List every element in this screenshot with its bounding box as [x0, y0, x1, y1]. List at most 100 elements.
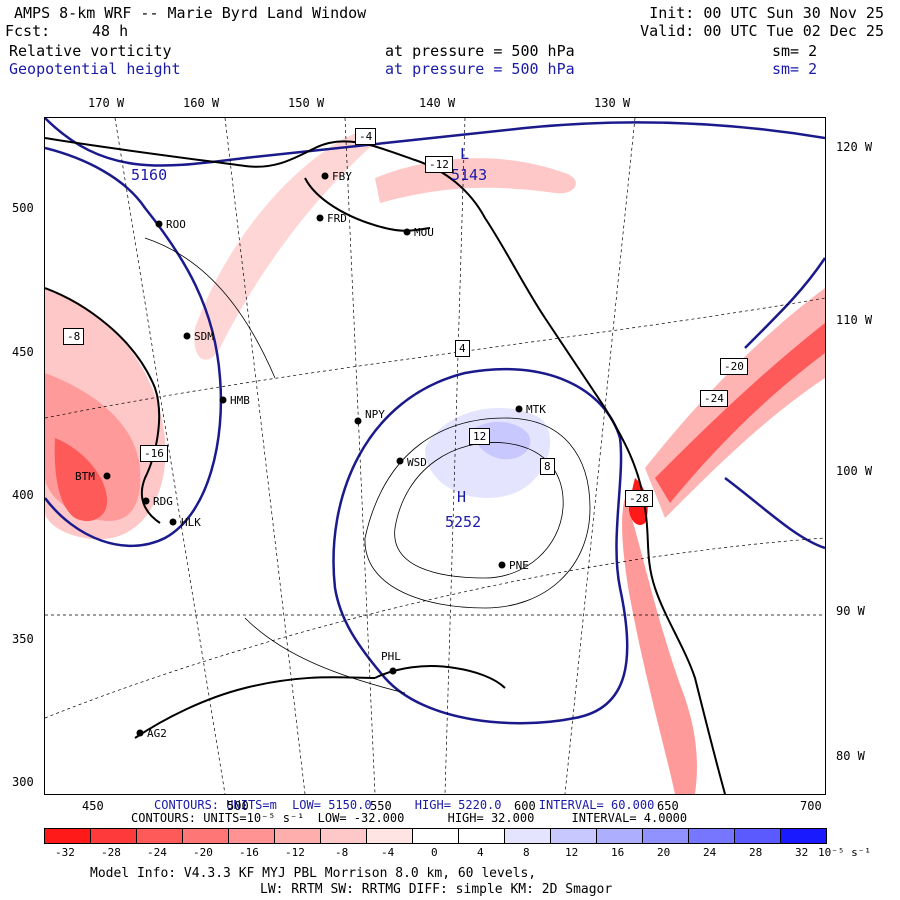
bottom-grid-label: 450 — [82, 799, 104, 813]
contour-value-box: 4 — [455, 340, 470, 357]
contour-value-box: 12 — [469, 428, 491, 445]
colorbar — [44, 828, 827, 844]
station-label-ag2: AG2 — [147, 727, 167, 740]
colorbar-swatch — [137, 829, 183, 843]
height-contour-summary: CONTOURS: UNITS=m LOW= 5150.0 HIGH= 5220… — [154, 798, 654, 812]
bottom-grid-label: 650 — [657, 799, 679, 813]
field-smooth-vorticity: sm= 2 — [772, 42, 818, 60]
colorbar-tick-label: 32 — [795, 846, 809, 859]
init-time: Init: 00 UTC Sun 30 Nov 25 — [649, 4, 884, 22]
right-lon-label: 120 W — [836, 140, 873, 154]
height-contour-high: HIGH= 5220.0 — [414, 798, 502, 812]
colorbar-swatch — [597, 829, 643, 843]
field-name-vorticity: Relative vorticity — [9, 42, 172, 60]
colorbar-units: 10⁻⁵ s⁻¹ — [818, 846, 871, 859]
vort-contour-high: HIGH= 32.000 — [447, 811, 535, 825]
station-label-frd: FRD — [327, 212, 347, 225]
coastline — [44, 137, 726, 795]
contour-value-box: -8 — [63, 328, 85, 345]
station-label-mou: MOU — [414, 226, 434, 239]
colorbar-swatch — [689, 829, 735, 843]
map-panel: FBY FRD MOU ROO SDM HMB NPY WSD MTK RDG … — [44, 117, 827, 795]
colorbar-swatch — [551, 829, 597, 843]
field-level-vorticity: at pressure = 500 hPa — [385, 42, 575, 60]
bottom-grid-label: 600 — [514, 799, 536, 813]
colorbar-swatch — [91, 829, 137, 843]
station-label-roo: ROO — [166, 218, 186, 231]
colorbar-tick-label: -24 — [147, 846, 167, 859]
colorbar-tick-label: 24 — [703, 846, 717, 859]
colorbar-tick-label: -4 — [381, 846, 395, 859]
height-label: 5160 — [131, 166, 168, 184]
top-lon-label: 160 W — [183, 96, 220, 110]
left-grid-label: 450 — [12, 345, 34, 359]
colorbar-swatch — [413, 829, 459, 843]
colorbar-tick-label: -28 — [101, 846, 121, 859]
colorbar-tick-label: -16 — [239, 846, 259, 859]
right-lon-label: 100 W — [836, 464, 873, 478]
station-label-phl: PHL — [381, 650, 401, 663]
colorbar-tick-label: -32 — [55, 846, 75, 859]
colorbar-swatch — [367, 829, 413, 843]
top-lon-label: 170 W — [88, 96, 125, 110]
station-label-hlk: HLK — [181, 516, 201, 529]
vort-contour-units: UNITS=10⁻⁵ s⁻¹ — [203, 811, 305, 825]
extremum-high: H — [457, 488, 467, 506]
colorbar-tick-label: 28 — [749, 846, 763, 859]
bottom-grid-label: 550 — [370, 799, 392, 813]
valid-time: Valid: 00 UTC Tue 02 Dec 25 — [640, 22, 884, 40]
forecast-label: Fcst: — [5, 22, 51, 40]
colorbar-swatch — [735, 829, 781, 843]
colorbar-swatch — [275, 829, 321, 843]
colorbar-tick-label: 0 — [431, 846, 438, 859]
colorbar-tick-label: 12 — [565, 846, 579, 859]
top-lon-label: 150 W — [288, 96, 325, 110]
map-title: AMPS 8-km WRF -- Marie Byrd Land Window — [14, 4, 367, 22]
height-label: 5252 — [445, 513, 482, 531]
station-label-sdm: SDM — [194, 330, 214, 343]
vort-contour-summary: CONTOURS: UNITS=10⁻⁵ s⁻¹ LOW= -32.000 HI… — [131, 811, 687, 825]
field-level-height: at pressure = 500 hPa — [385, 60, 575, 78]
bottom-grid-label: 700 — [800, 799, 822, 813]
height-contours — [44, 117, 827, 725]
graticule — [44, 117, 826, 795]
extremum-low: L — [460, 145, 470, 163]
contour-value-box: -12 — [425, 156, 453, 173]
left-grid-label: 500 — [12, 201, 34, 215]
contour-value-box: -16 — [140, 445, 168, 462]
contour-value-box: -4 — [355, 128, 377, 145]
colorbar-swatch — [643, 829, 689, 843]
vorticity-contours — [144, 237, 591, 694]
vort-contour-prefix: CONTOURS: — [131, 811, 197, 825]
colorbar-tick-label: 8 — [523, 846, 530, 859]
station-label-pne: PNE — [509, 559, 529, 572]
bottom-grid-label: 500 — [227, 799, 249, 813]
top-lon-label: 140 W — [419, 96, 456, 110]
field-name-height: Geopotential height — [9, 60, 181, 78]
height-contour-units: UNITS=m — [226, 798, 277, 812]
station-label-hmb: HMB — [230, 394, 250, 407]
colorbar-swatch — [505, 829, 551, 843]
height-label: 5143 — [451, 166, 488, 184]
forecast-hour: 48 h — [92, 22, 129, 40]
left-grid-label: 300 — [12, 775, 34, 789]
colorbar-tick-label: -12 — [285, 846, 305, 859]
left-grid-label: 350 — [12, 632, 34, 646]
contour-value-box: 8 — [540, 458, 555, 475]
contour-value-box: -24 — [700, 390, 728, 407]
contour-value-box: -28 — [625, 490, 653, 507]
station-label-wsd: WSD — [407, 456, 427, 469]
physics-info: LW: RRTM SW: RRTMG DIFF: simple KM: 2D S… — [260, 882, 613, 897]
station-label-npy: NPY — [365, 408, 385, 421]
right-lon-label: 90 W — [836, 604, 865, 618]
field-smooth-height: sm= 2 — [772, 60, 818, 78]
colorbar-swatch — [459, 829, 505, 843]
right-lon-label: 80 W — [836, 749, 865, 763]
model-info: Model Info: V4.3.3 KF MYJ PBL Morrison 8… — [90, 866, 537, 881]
station-markers — [103, 172, 523, 737]
positive-vorticity-shading — [425, 408, 551, 498]
vort-contour-low: LOW= -32.000 — [317, 811, 405, 825]
station-label-fby: FBY — [332, 170, 352, 183]
station-label-rdg: RDG — [153, 495, 173, 508]
left-grid-label: 400 — [12, 488, 34, 502]
